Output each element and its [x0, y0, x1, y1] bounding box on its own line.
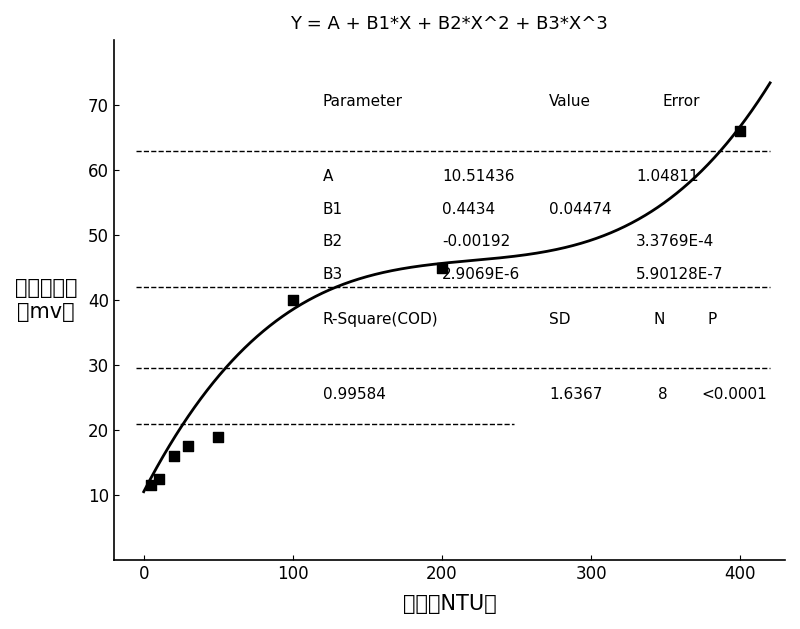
- Text: 0.99584: 0.99584: [322, 387, 386, 402]
- X-axis label: 浓度（NTU）: 浓度（NTU）: [402, 594, 496, 614]
- Text: <0.0001: <0.0001: [702, 387, 767, 402]
- Text: SD: SD: [550, 312, 571, 327]
- Text: A: A: [322, 169, 333, 184]
- Text: R-Square(COD): R-Square(COD): [322, 312, 438, 327]
- Text: N: N: [654, 312, 665, 327]
- Text: B1: B1: [322, 201, 343, 216]
- Point: [167, 451, 180, 461]
- Point: [286, 295, 299, 305]
- Text: Parameter: Parameter: [322, 94, 402, 109]
- Point: [435, 262, 448, 272]
- Text: 2.9069E-6: 2.9069E-6: [442, 267, 520, 282]
- Point: [212, 431, 225, 442]
- Text: P: P: [707, 312, 717, 327]
- Text: B2: B2: [322, 234, 343, 249]
- Point: [152, 474, 165, 484]
- Text: Error: Error: [662, 94, 700, 109]
- Point: [182, 442, 195, 452]
- Text: 0.04474: 0.04474: [550, 201, 612, 216]
- Text: -0.00192: -0.00192: [442, 234, 510, 249]
- Y-axis label: 散射光信号
（mv）: 散射光信号 （mv）: [15, 279, 78, 321]
- Text: 5.90128E-7: 5.90128E-7: [636, 267, 723, 282]
- Text: 0.4434: 0.4434: [442, 201, 495, 216]
- Text: Value: Value: [550, 94, 591, 109]
- Text: 10.51436: 10.51436: [442, 169, 514, 184]
- Point: [734, 126, 746, 136]
- Text: 8: 8: [658, 387, 668, 402]
- Text: B3: B3: [322, 267, 343, 282]
- Point: [145, 481, 158, 491]
- Title: Y = A + B1*X + B2*X^2 + B3*X^3: Y = A + B1*X + B2*X^2 + B3*X^3: [290, 15, 608, 33]
- Text: 1.6367: 1.6367: [550, 387, 602, 402]
- Text: 3.3769E-4: 3.3769E-4: [636, 234, 714, 249]
- Text: 1.04811: 1.04811: [636, 169, 698, 184]
